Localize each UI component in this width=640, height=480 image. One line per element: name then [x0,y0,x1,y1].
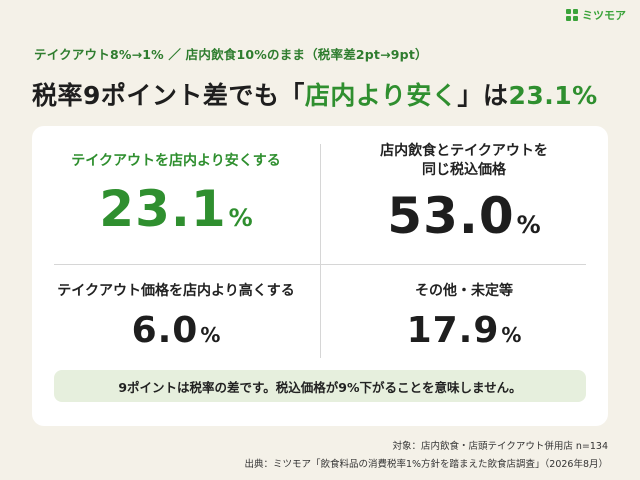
result-value: 23.1% [32,179,320,248]
result-value: 53.0% [320,186,608,255]
result-unit: % [516,211,541,239]
result-higher: テイクアウト価格を店内より高くする 6.0% [32,282,320,357]
result-label: その他・未定等 [415,283,513,299]
source-footer: 対象：店内飲食・店頭テイクアウト併用店 n=134 出典：ミツモア「飲食料品の消… [244,438,608,474]
headline-mid: 」は [457,81,509,110]
result-other: その他・未定等 17.9% [320,282,608,357]
brand-name: ミツモア [582,9,626,22]
result-cheaper: テイクアウトを店内より安くする 23.1% [32,152,320,248]
subtitle: テイクアウト8%→1% ／ 店内飲食10%のまま（税率差2pt→9pt） [34,47,428,62]
result-number: 53.0 [387,187,515,245]
vertical-divider [320,144,321,358]
result-number: 23.1 [99,180,227,238]
headline-pct: % [572,81,598,110]
result-label: 店内飲食とテイクアウトを 同じ税込価格 [320,142,608,180]
result-number: 6.0 [131,310,199,351]
result-value: 17.9% [320,309,608,357]
result-label: テイクアウトを店内より安くする [71,153,281,169]
horizontal-divider [54,264,586,265]
result-same-price: 店内飲食とテイクアウトを 同じ税込価格 53.0% [320,142,608,255]
result-unit: % [200,323,221,347]
result-unit: % [501,323,522,347]
headline-pre: 税率9ポイント差でも「 [32,81,305,110]
headline-value: 23.1 [508,81,573,110]
headline: 税率9ポイント差でも「店内より安く」は23.1% [32,76,598,112]
result-label: テイクアウト価格を店内より高くする [57,283,295,299]
target-text: 対象：店内飲食・店頭テイクアウト併用店 n=134 [392,441,608,452]
note-banner: 9ポイントは税率の差です。税込価格が9%下がることを意味しません。 [54,370,586,402]
brand-logo: ミツモア [566,7,626,23]
result-label-line1: 店内飲食とテイクアウトを [380,143,548,159]
result-label-line2: 同じ税込価格 [422,162,506,178]
headline-highlight: 店内より安く [304,81,458,110]
result-number: 17.9 [406,310,500,351]
grid-icon [566,9,578,21]
results-card: テイクアウトを店内より安くする 23.1% 店内飲食とテイクアウトを 同じ税込価… [32,126,608,426]
result-unit: % [228,204,253,232]
result-value: 6.0% [32,309,320,357]
source-text: 出典：ミツモア「飲食料品の消費税率1%方針を踏まえた飲食店調査」（2026年8月… [244,459,608,470]
